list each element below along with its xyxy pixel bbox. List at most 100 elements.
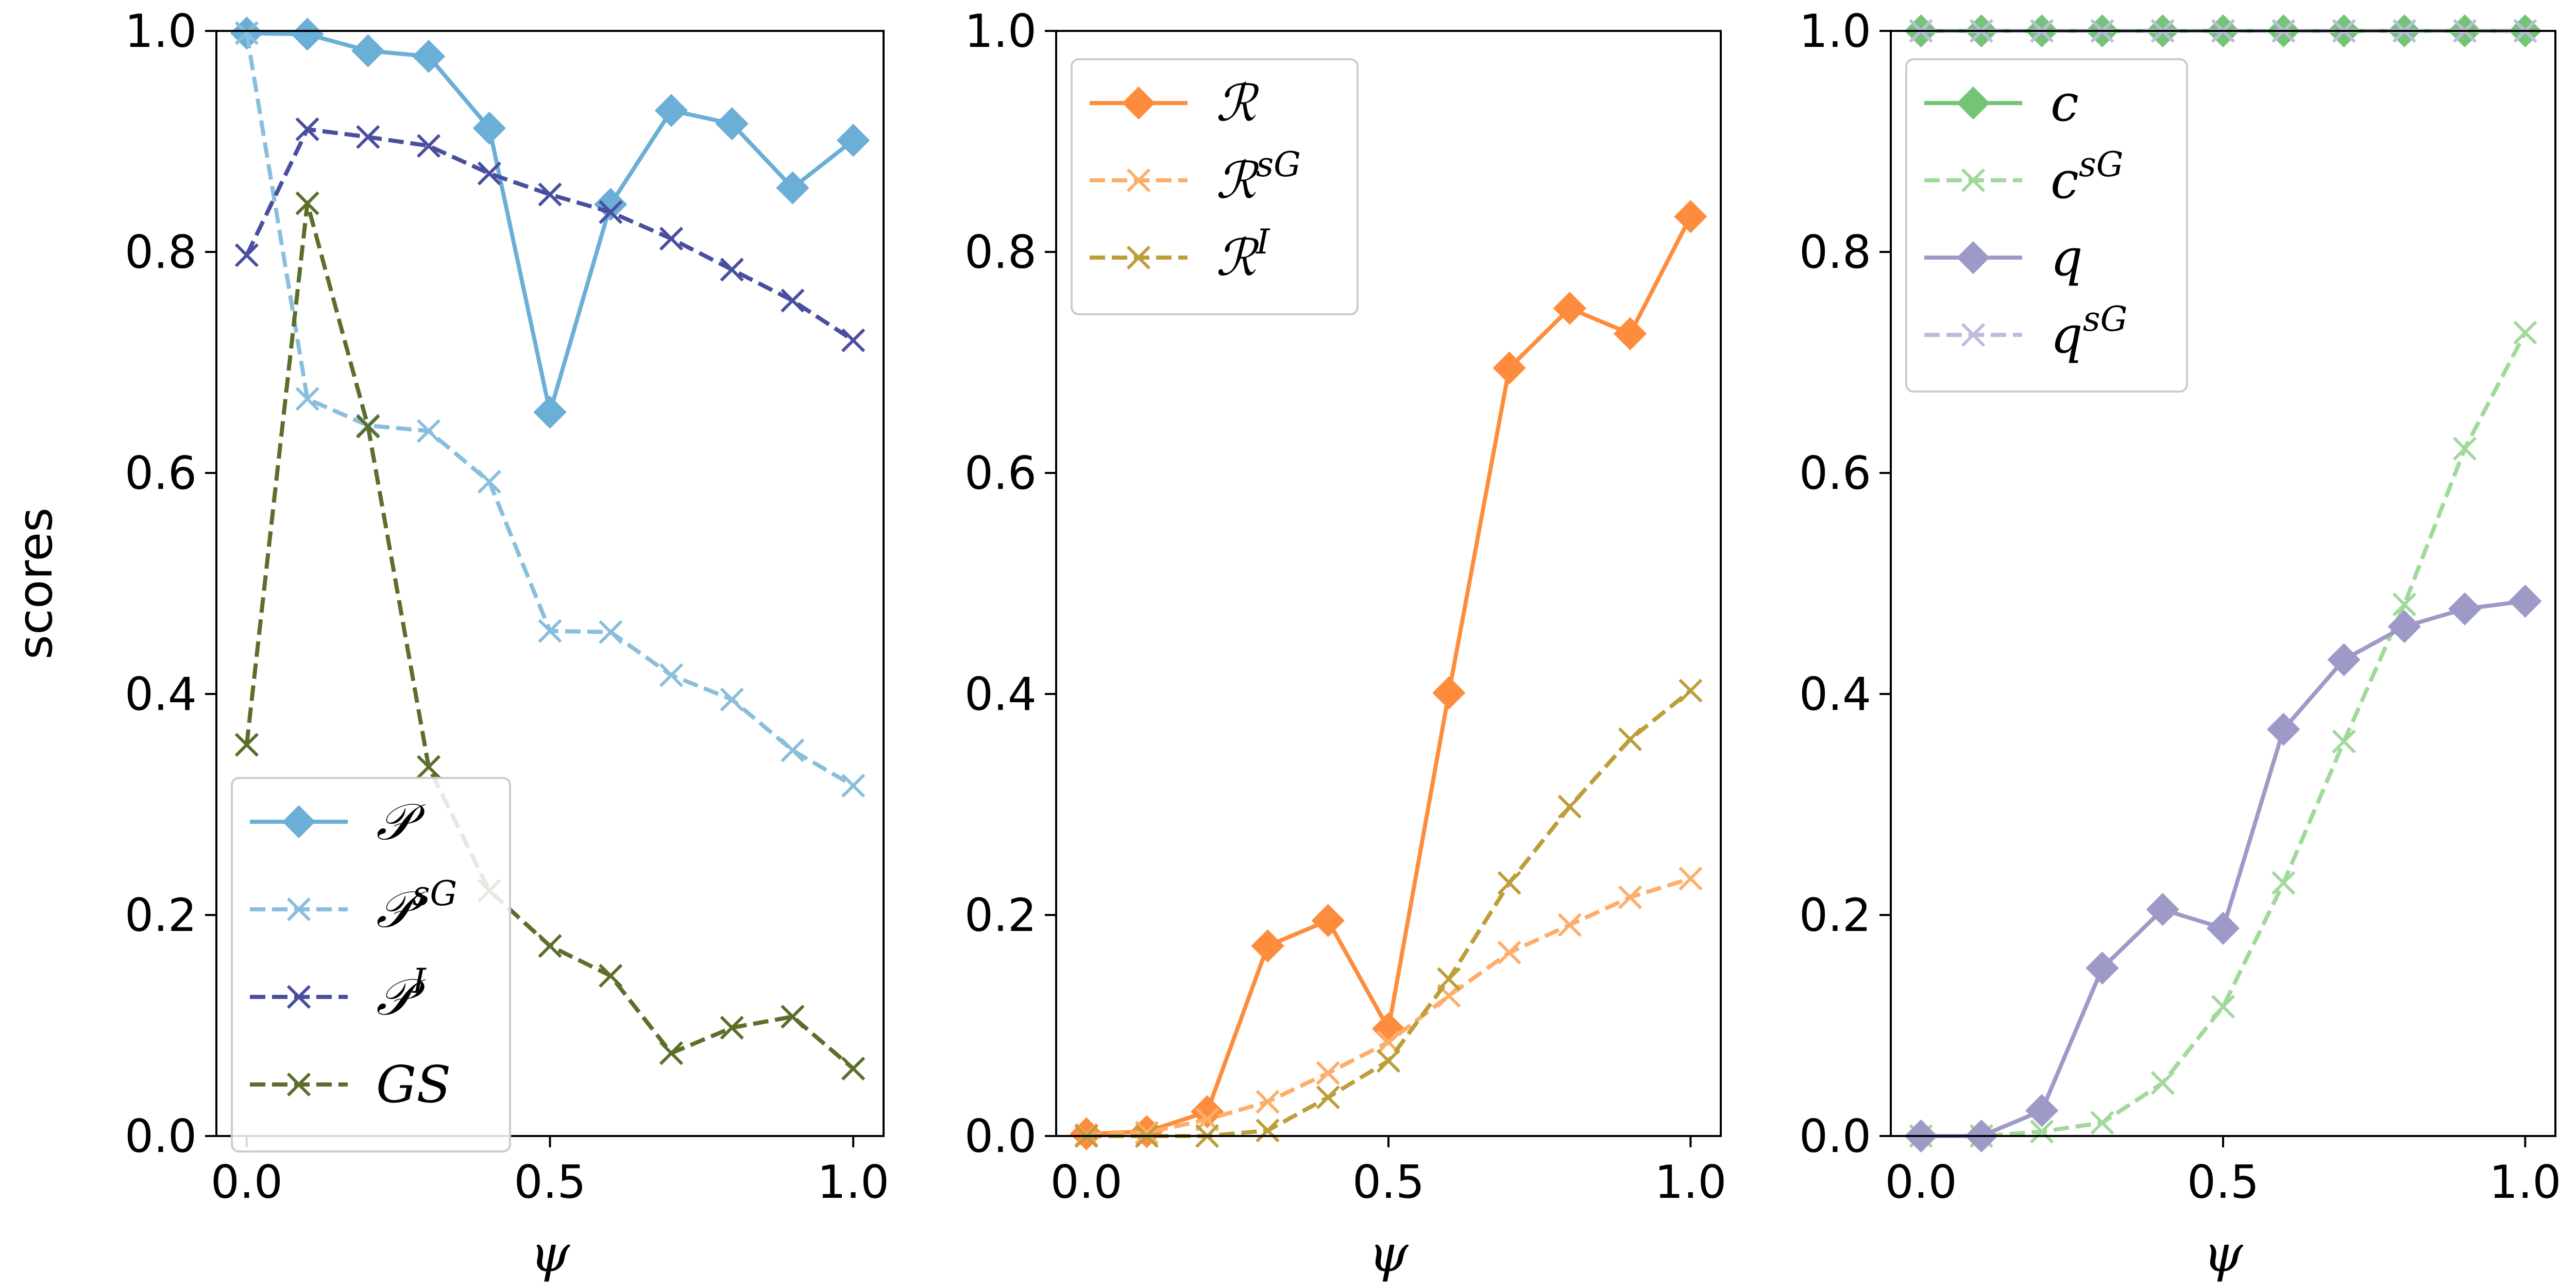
panel-1-series-4-point-7 [599, 963, 623, 988]
panel-1-series-3-point-1-b [234, 243, 259, 267]
panel-3-ytick-label-0: 0.0 [1799, 1110, 1871, 1163]
panel-3-legend-marker-3 [1956, 241, 1990, 275]
panel-2-legend-marker-2 [1126, 168, 1151, 193]
panel-1-series-1-point-10 [776, 171, 809, 205]
panel-3-series-2-point-4 [2090, 1111, 2114, 1135]
panel-1-series-3-point-8 [659, 227, 684, 251]
panel-1-legend-label-4: GS [376, 1056, 451, 1114]
panel-3-series-3-point-11 [2509, 584, 2542, 618]
panel-3-legend-label-2: csG [2050, 145, 2123, 210]
panel-1-series-1-point-4 [412, 40, 446, 73]
panel-3-ytick-label-5: 1.0 [1799, 5, 1871, 58]
panel-3-series-3-point-7 [2267, 713, 2300, 746]
panel-2-series-2-point-5-b [1316, 1061, 1340, 1085]
panel-1-series-2-point-8-b [659, 663, 684, 687]
panel-1-series-3-point-3 [356, 125, 380, 149]
panel-1-series-1-point-5 [472, 111, 506, 145]
panel-2-legend-label-3: ℛI [1216, 222, 1270, 287]
panel-1-series-2-point-9 [720, 687, 744, 711]
panel-1-series-4-point-9 [720, 1015, 744, 1040]
panel-1-series-4-point-7-b [599, 963, 623, 988]
panel-2-series-1-point-4 [1251, 929, 1284, 963]
panel-1-xtick-label-0: 0.0 [211, 1156, 283, 1209]
panel-1-legend-box [231, 777, 511, 1153]
panel-3-legend-marker-2-b [1961, 168, 1986, 193]
panel-1-ytick-label-5: 1.0 [125, 5, 197, 58]
panel-3-xtick-label-2: 1.0 [2489, 1156, 2561, 1209]
panel-1-series-2-point-10-b [781, 738, 805, 762]
panel-3-series-3-point-10 [2448, 592, 2482, 625]
panel-1-series-3-point-7 [599, 200, 623, 224]
panel-1-series-4-point-10-b [781, 1005, 805, 1029]
panel-2-legend-marker-2-b [1126, 168, 1151, 193]
panel-1-series-3-point-10 [781, 289, 805, 313]
panel-3-series-3-point-9 [2387, 610, 2421, 643]
panel-2-xtick-label-0: 0.0 [1050, 1156, 1123, 1209]
panel-1-series-2-point-2-b [295, 387, 319, 411]
panel-3-legend-marker-1 [1956, 86, 1990, 120]
panel-3-series-2-point-6-b [2211, 994, 2235, 1019]
panel-1-series-4-point-1 [234, 733, 259, 757]
panel-3-ytick-label-2: 0.4 [1799, 668, 1871, 721]
panel-1-series-1-point-6 [533, 395, 567, 429]
panel-1-series-4-point-2 [295, 191, 319, 215]
panel-1-legend-marker-3-b [286, 985, 311, 1009]
panel-1-ylabel: scores [8, 507, 63, 659]
panel-1-series-2-point-2 [295, 387, 319, 411]
panel-1-legend-marker-4-b [286, 1072, 311, 1097]
panel-2-series-1-point-8 [1493, 351, 1526, 385]
panel-2-series-3-point-10-b [1618, 727, 1642, 752]
panel-3-series-3-point-6 [2206, 911, 2240, 945]
panel-1-ytick-label-4: 0.8 [125, 226, 197, 279]
panel-1-ytick-label-0: 0.0 [125, 1110, 197, 1163]
panel-2-series-2-point-11-b [1679, 867, 1703, 891]
panel-1-series-4-point-11-b [841, 1057, 866, 1081]
panel-3-series-2-point-11-b [2513, 320, 2537, 345]
panel-2-series-3-point-4 [1256, 1118, 1280, 1143]
panel-1-series-3-point-2 [295, 117, 319, 142]
panel-1-xtick-label-2: 1.0 [817, 1156, 889, 1209]
panel-2-series-1-point-9 [1553, 292, 1586, 325]
panel-1-series-3-point-4-b [416, 133, 441, 158]
panel-3-xlabel: ψ [2204, 1225, 2244, 1283]
panel-2-series-3-point-10 [1618, 727, 1642, 752]
panel-1-series-1-point-7 [594, 188, 628, 221]
panel-1-series-3-point-5 [477, 161, 501, 185]
panel-2-series-1-line [1086, 215, 1692, 1136]
panel-1-series-4-point-8 [659, 1041, 684, 1065]
panel-3-series-2-point-7-b [2272, 871, 2296, 895]
panel-2-xlabel: ψ [1369, 1225, 1409, 1283]
panel-3-legend-label-1: c [2050, 74, 2079, 133]
panel-1-series-4-point-1-b [234, 733, 259, 757]
panel-3-series-2-point-5 [2150, 1071, 2175, 1095]
panel-1-series-4-point-2-b [295, 191, 319, 215]
panel-2-series-3-point-6-b [1376, 1049, 1401, 1073]
panel-1-series-2-point-1-b [234, 21, 259, 45]
panel-3-ytick-label-4: 0.8 [1799, 226, 1871, 279]
panel-3-legend-marker-4 [1961, 323, 1986, 347]
panel-2-series-3-point-9-b [1557, 794, 1582, 819]
panel-1-series-4-point-3 [356, 414, 380, 439]
panel-2-series-3-point-5-b [1316, 1085, 1340, 1110]
panel-1-series-1-point-8 [654, 94, 688, 127]
panel-2-ytick-label-0: 0.0 [964, 1110, 1037, 1163]
panel-1-series-3-point-9 [720, 258, 744, 282]
panel-3-series-2-point-7 [2272, 871, 2296, 895]
panel-1-series-1-point-9 [715, 107, 749, 141]
panel-2-legend-marker-1 [1122, 86, 1156, 120]
panel-1-series-4-point-4 [416, 755, 441, 779]
panel-2-ytick-label-4: 0.8 [964, 226, 1037, 279]
panel-3-legend-label-4: qsG [2050, 299, 2127, 365]
panel-1-series-3-point-6 [538, 182, 562, 207]
panel-1-series-4-point-4-b [416, 755, 441, 779]
panel-2-series-3-point-4-b [1256, 1118, 1280, 1143]
panel-1-series-3-point-4 [416, 133, 441, 158]
panel-3-legend: c csG q qsG [1905, 58, 2188, 393]
panel-1-series-2-point-5 [477, 470, 501, 494]
panel-2-series-3-point-6 [1376, 1049, 1401, 1073]
panel-2-legend-label-2: ℛsG [1216, 145, 1301, 210]
panel-1-ytick-label-2: 0.4 [125, 668, 197, 721]
panel-1-legend-marker-4 [286, 1072, 311, 1097]
panel-2-series-3-point-8-b [1497, 871, 1521, 895]
